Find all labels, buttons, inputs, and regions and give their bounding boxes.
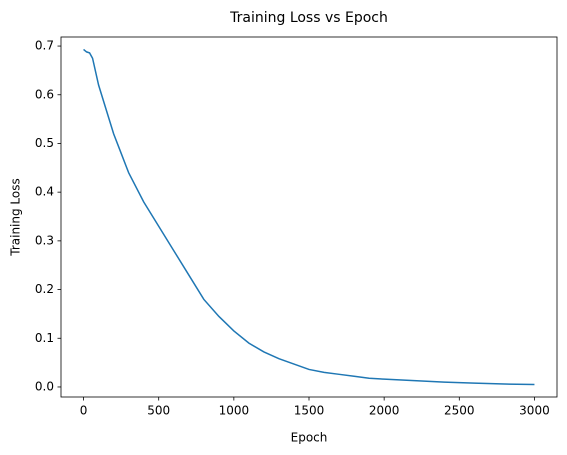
y-tick-label: 0.1 [35, 331, 54, 345]
x-tick-label: 1000 [219, 404, 250, 418]
y-tick-label: 0.4 [35, 185, 54, 199]
y-tick-label: 0.0 [35, 379, 54, 393]
x-tick-label: 500 [147, 404, 170, 418]
plot-frame [60, 36, 558, 398]
y-axis-label: Training Loss [9, 178, 23, 256]
y-tick-label: 0.6 [35, 87, 54, 101]
x-tick-label: 3000 [519, 404, 550, 418]
x-axis-label: Epoch [291, 431, 328, 445]
x-tick-label: 2500 [444, 404, 475, 418]
line-series [83, 48, 535, 386]
y-tick-label: 0.5 [35, 136, 54, 150]
chart-title: Training Loss vs Epoch [229, 10, 388, 26]
x-tick-label: 0 [80, 404, 88, 418]
x-tick-label: 1500 [294, 404, 325, 418]
y-tick-label: 0.3 [35, 233, 54, 247]
x-tick-label: 2000 [369, 404, 400, 418]
y-tick-label: 0.7 [35, 39, 54, 53]
y-tick-label: 0.2 [35, 282, 54, 296]
